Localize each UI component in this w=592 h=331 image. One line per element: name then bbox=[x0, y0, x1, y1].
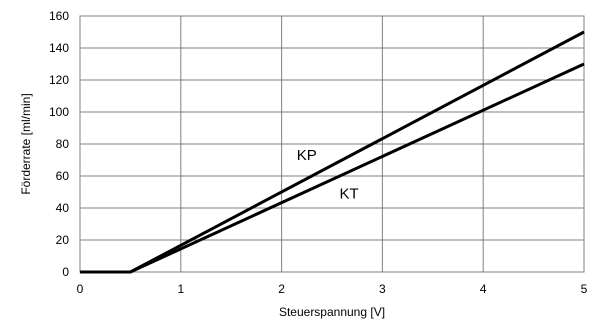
x-tick-label: 3 bbox=[379, 282, 386, 296]
series-labels: KP KT bbox=[297, 147, 359, 202]
series-label-kp: KP bbox=[297, 147, 317, 164]
x-axis-title: Steuerspannung [V] bbox=[279, 305, 385, 319]
y-tick-label: 80 bbox=[56, 137, 70, 151]
x-tick-label: 5 bbox=[581, 282, 588, 296]
y-tick-label: 140 bbox=[49, 41, 69, 55]
y-tick-label: 160 bbox=[49, 9, 69, 23]
y-tick-label: 20 bbox=[56, 233, 70, 247]
x-tick-label: 4 bbox=[480, 282, 487, 296]
plot-area-frame bbox=[79, 15, 585, 273]
y-tick-label: 120 bbox=[49, 73, 69, 87]
y-tick-label: 60 bbox=[56, 169, 70, 183]
y-tick-label: 100 bbox=[49, 105, 69, 119]
series-line-kt bbox=[80, 62, 585, 274]
y-tick-label: 0 bbox=[62, 265, 69, 279]
tick-labels: 0 1 2 3 4 5 0 20 40 60 80 100 120 140 160 bbox=[49, 9, 588, 296]
x-tick-label: 0 bbox=[77, 282, 84, 296]
y-axis-title: Förderrate [ml/min] bbox=[19, 93, 33, 194]
grid bbox=[79, 15, 585, 273]
series-label-kt: KT bbox=[340, 185, 359, 202]
series-line-kp bbox=[80, 30, 585, 274]
x-tick-label: 2 bbox=[278, 282, 285, 296]
x-tick-label: 1 bbox=[177, 282, 184, 296]
y-tick-label: 40 bbox=[56, 201, 70, 215]
series-lines bbox=[80, 30, 585, 274]
